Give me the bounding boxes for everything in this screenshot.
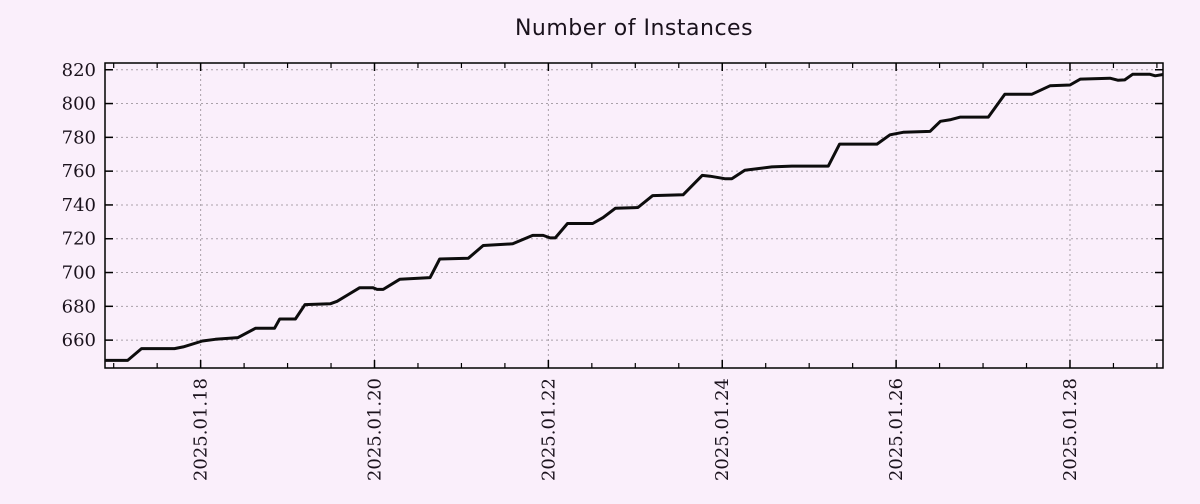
- y-tick-label: 680: [62, 296, 96, 317]
- x-tick-label: 2025.01.20: [364, 378, 385, 481]
- x-tick-label: 2025.01.26: [886, 378, 907, 481]
- x-tick-label: 2025.01.24: [712, 378, 733, 481]
- x-tick-label: 2025.01.22: [538, 378, 559, 481]
- y-tick-label: 740: [62, 195, 96, 216]
- y-tick-label: 800: [62, 94, 96, 115]
- y-tick-label: 760: [62, 161, 96, 182]
- y-tick-label: 660: [62, 330, 96, 351]
- y-tick-label: 720: [62, 229, 96, 250]
- chart-title: Number of Instances: [514, 16, 754, 41]
- x-tick-label: 2025.01.28: [1060, 378, 1081, 481]
- data-line: [105, 72, 1164, 362]
- y-tick-label: 700: [62, 263, 96, 284]
- y-tick-label: 820: [62, 60, 96, 81]
- x-tick-label: 2025.01.18: [191, 378, 212, 481]
- y-tick-label: 780: [62, 127, 96, 148]
- axis-border: [104, 62, 1164, 369]
